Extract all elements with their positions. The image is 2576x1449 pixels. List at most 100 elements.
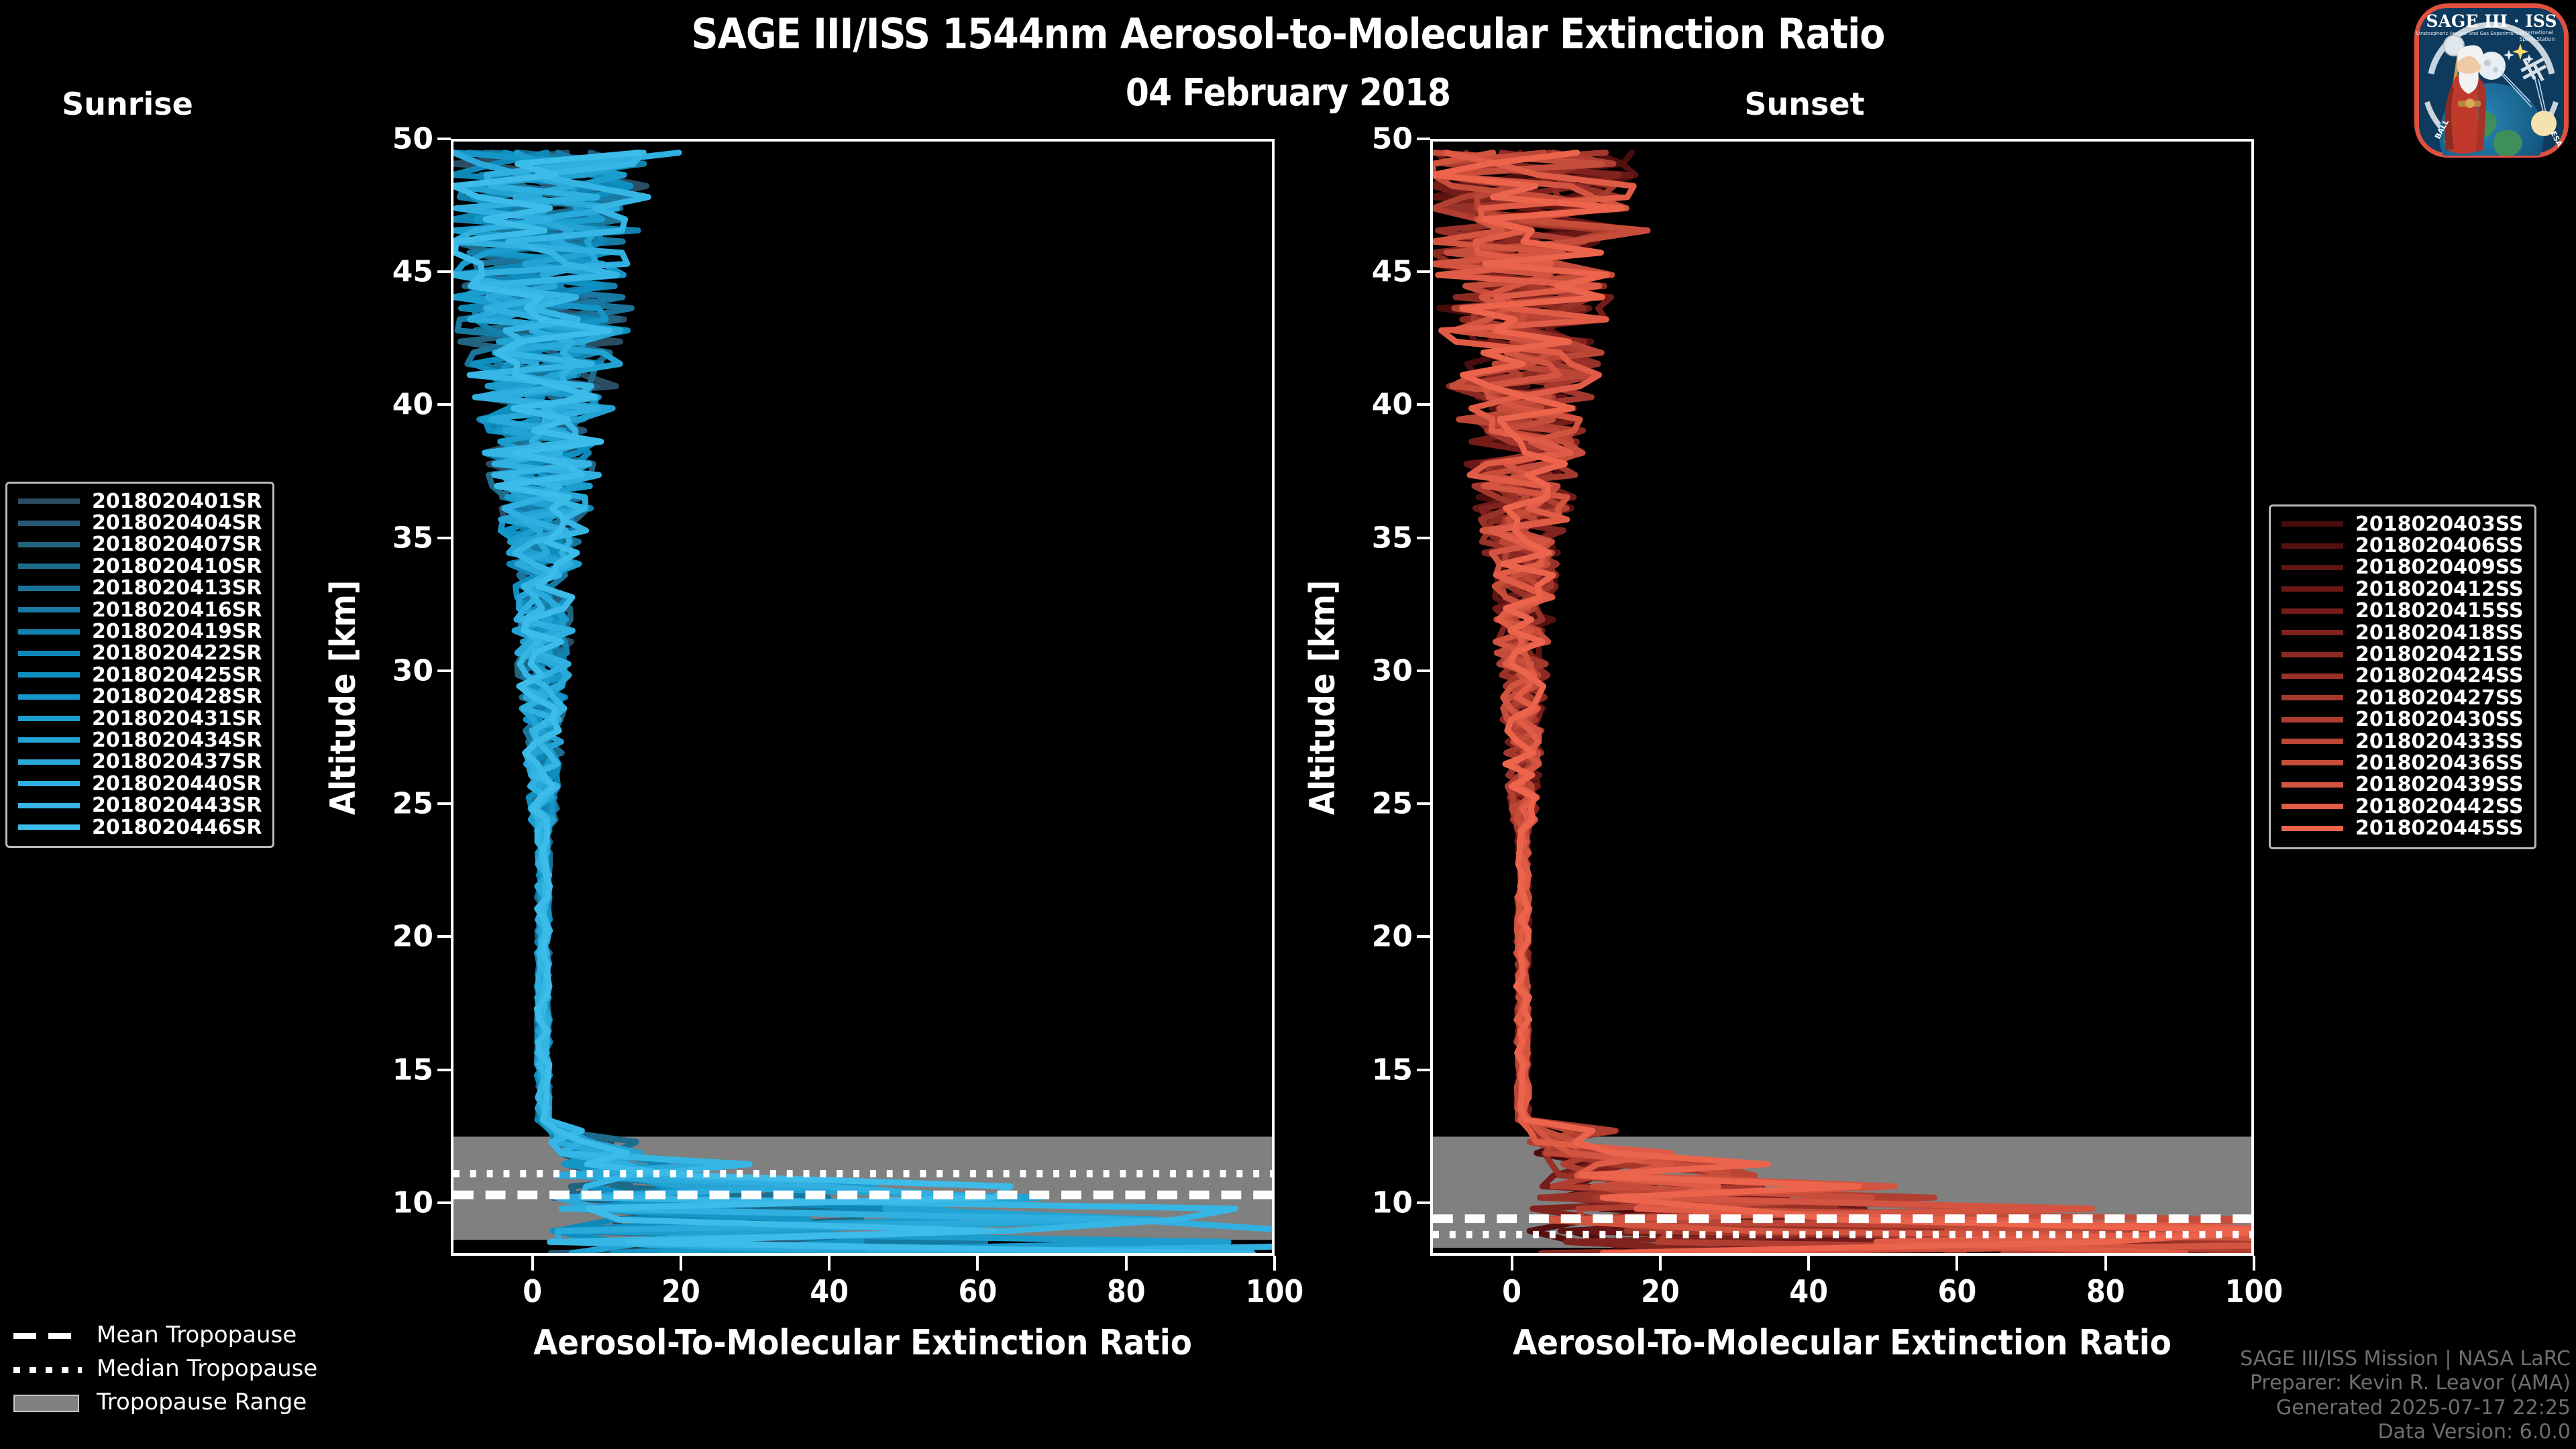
legend-item-label: 2018020407SR xyxy=(92,533,262,557)
legend-item[interactable]: 2018020430SS xyxy=(2282,708,2524,731)
legend-color-swatch xyxy=(2282,739,2343,745)
y-axis-tick-mark xyxy=(1417,1201,1430,1204)
x-axis-tick-mark xyxy=(531,1256,534,1271)
sunset-panel-label: Sunset xyxy=(1744,86,1865,122)
y-axis-tick-label: 20 xyxy=(1371,919,1413,954)
y-axis-tick-label: 30 xyxy=(392,653,433,688)
y-axis-tick-label: 20 xyxy=(392,919,433,954)
legend-item-label: 2018020418SS xyxy=(2355,621,2524,645)
legend-item[interactable]: 2018020428SR xyxy=(18,685,262,708)
tropopause-key-mean-label: Mean Tropopause xyxy=(97,1322,297,1348)
legend-item[interactable]: 2018020436SS xyxy=(2282,751,2524,775)
legend-item[interactable]: 2018020443SR xyxy=(18,794,262,818)
y-axis-tick-label: 25 xyxy=(1371,786,1413,821)
legend-item[interactable]: 2018020404SR xyxy=(18,511,262,535)
legend-item-label: 2018020425SR xyxy=(92,663,262,687)
legend-item[interactable]: 2018020446SR xyxy=(18,815,262,839)
legend-item-label: 2018020436SS xyxy=(2355,751,2524,775)
legend-item[interactable]: 2018020418SS xyxy=(2282,621,2524,645)
legend-item[interactable]: 2018020445SS xyxy=(2282,816,2524,841)
y-axis-tick-label: 50 xyxy=(392,121,433,156)
legend-item[interactable]: 2018020407SR xyxy=(18,533,262,557)
svg-text:Space Station: Space Station xyxy=(2520,36,2555,42)
legend-sunset[interactable]: 2018020403SS 2018020406SS 2018020409SS 2018… xyxy=(2269,504,2536,849)
legend-item[interactable]: 2018020416SR xyxy=(18,598,262,622)
legend-item[interactable]: 2018020434SR xyxy=(18,729,262,752)
legend-item[interactable]: 2018020437SR xyxy=(18,750,262,774)
legend-item-label: 2018020443SR xyxy=(92,794,262,818)
legend-item-label: 2018020404SR xyxy=(92,511,262,535)
legend-item[interactable]: 2018020425SR xyxy=(18,663,262,687)
tropopause-key-mean: Mean Tropopause xyxy=(13,1318,362,1352)
profile-line xyxy=(1433,150,2251,1253)
legend-color-swatch xyxy=(18,629,80,635)
legend-item-label: 2018020445SS xyxy=(2355,816,2524,841)
legend-item[interactable]: 2018020409SS xyxy=(2282,555,2524,580)
legend-item-label: 2018020403SS xyxy=(2355,512,2524,536)
legend-item[interactable]: 2018020440SR xyxy=(18,771,262,796)
legend-color-swatch xyxy=(2282,804,2343,810)
legend-color-swatch xyxy=(18,541,80,547)
legend-item[interactable]: 2018020424SS xyxy=(2282,664,2524,688)
legend-color-swatch xyxy=(2282,608,2343,614)
y-axis-tick-mark xyxy=(437,536,451,539)
y-axis-tick-label: 10 xyxy=(1371,1185,1413,1220)
legend-tropopause: Mean Tropopause Median Tropopause Tropop… xyxy=(13,1318,362,1419)
x-axis-tick-mark xyxy=(1510,1256,1513,1271)
legend-item-label: 2018020440SR xyxy=(92,771,262,796)
plot-panel-sunrise xyxy=(451,139,1275,1256)
legend-item[interactable]: 2018020431SR xyxy=(18,706,262,731)
legend-color-swatch xyxy=(18,672,80,678)
x-axis-tick-label: 60 xyxy=(958,1273,998,1309)
x-axis-tick-mark xyxy=(679,1256,682,1271)
legend-item[interactable]: 2018020412SS xyxy=(2282,578,2524,601)
legend-item[interactable]: 2018020419SR xyxy=(18,620,262,643)
legend-item[interactable]: 2018020410SR xyxy=(18,555,262,578)
legend-item[interactable]: 2018020421SS xyxy=(2282,643,2524,667)
legend-color-swatch xyxy=(18,781,80,787)
dotted-line-icon xyxy=(13,1358,82,1379)
legend-item[interactable]: 2018020403SS xyxy=(2282,512,2524,536)
y-axis-tick-mark xyxy=(1417,669,1430,672)
legend-item[interactable]: 2018020401SR xyxy=(18,489,262,513)
legend-color-swatch xyxy=(2282,695,2343,701)
legend-item-label: 2018020421SS xyxy=(2355,643,2524,667)
legend-item-label: 2018020442SS xyxy=(2355,794,2524,818)
legend-color-swatch xyxy=(18,650,80,656)
legend-item[interactable]: 2018020442SS xyxy=(2282,794,2524,818)
legend-item[interactable]: 2018020427SS xyxy=(2282,686,2524,710)
x-axis-tick-label: 40 xyxy=(810,1273,849,1309)
x-axis-tick-mark xyxy=(2104,1256,2107,1271)
x-axis-tick-label: 80 xyxy=(2086,1273,2125,1309)
legend-item-label: 2018020409SS xyxy=(2355,555,2524,580)
legend-item-label: 2018020401SR xyxy=(92,489,262,513)
y-axis-tick-label: 45 xyxy=(1371,254,1413,289)
legend-item[interactable]: 2018020413SR xyxy=(18,576,262,600)
legend-item-label: 2018020415SS xyxy=(2355,599,2524,623)
legend-item-label: 2018020437SR xyxy=(92,750,262,774)
legend-item[interactable]: 2018020422SR xyxy=(18,641,262,665)
legend-item[interactable]: 2018020439SS xyxy=(2282,773,2524,796)
legend-item-label: 2018020446SR xyxy=(92,815,262,839)
y-axis-tick-mark xyxy=(437,935,451,938)
legend-item[interactable]: 2018020433SS xyxy=(2282,730,2524,753)
tropopause-key-median-label: Median Tropopause xyxy=(97,1355,318,1382)
profile-line xyxy=(453,150,1201,1253)
x-axis-tick-label: 60 xyxy=(1937,1273,1977,1309)
legend-sunrise[interactable]: 2018020401SR 2018020404SR 2018020407SR 2018… xyxy=(5,482,275,849)
sunrise-panel-label: Sunrise xyxy=(62,86,193,122)
legend-item[interactable]: 2018020406SS xyxy=(2282,534,2524,558)
x-axis-tick-mark xyxy=(976,1256,979,1271)
y-axis-tick-label: 15 xyxy=(1371,1053,1413,1087)
sunrise-profile-plot xyxy=(453,150,1272,1253)
legend-item-label: 2018020431SR xyxy=(92,706,262,731)
legend-item-label: 2018020406SS xyxy=(2355,534,2524,558)
legend-color-swatch xyxy=(2282,521,2343,527)
legend-color-swatch xyxy=(2282,630,2343,636)
y-axis-tick-mark xyxy=(437,669,451,672)
x-axis-tick-mark xyxy=(1124,1256,1128,1271)
x-axis-tick-mark xyxy=(2253,1256,2255,1271)
y-axis-tick-mark xyxy=(437,1068,451,1071)
y-axis-tick-mark xyxy=(1417,1068,1430,1071)
legend-item[interactable]: 2018020415SS xyxy=(2282,599,2524,623)
